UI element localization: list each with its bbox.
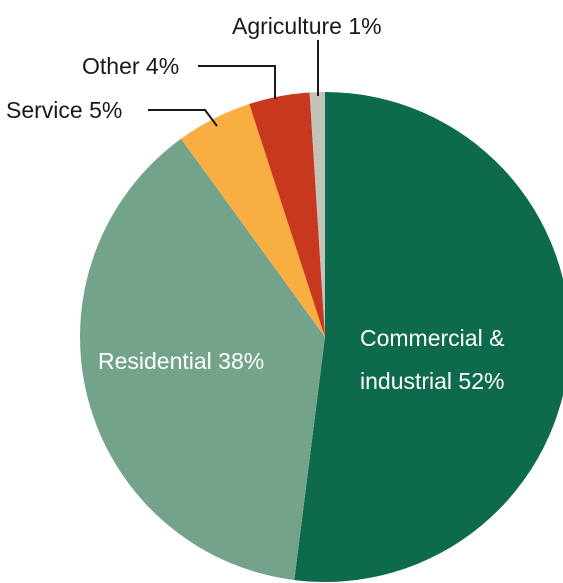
leader-lines bbox=[148, 40, 319, 127]
slices-layer bbox=[79, 91, 563, 582]
pie-slice-other bbox=[249, 92, 325, 337]
leader-line-service bbox=[148, 109, 218, 127]
slice-label-agriculture: Agriculture 1% bbox=[232, 13, 382, 39]
slice-labels: Agriculture 1% Other 4% Service 5% Resid… bbox=[6, 13, 504, 394]
leader-line-other bbox=[198, 65, 276, 99]
pie-slice-residential bbox=[79, 138, 326, 581]
slice-label-residential: Residential 38% bbox=[98, 348, 264, 374]
slice-label-commercial-line-2: industrial 52% bbox=[360, 368, 504, 394]
pie-slice-service bbox=[180, 103, 325, 338]
pie-slice-agriculture bbox=[309, 91, 325, 337]
pie-slice-commercial bbox=[294, 92, 563, 582]
slice-label-service: Service 5% bbox=[6, 97, 122, 123]
slice-label-commercial-line-1: Commercial & bbox=[360, 325, 504, 351]
slice-label-other: Other 4% bbox=[82, 53, 179, 79]
